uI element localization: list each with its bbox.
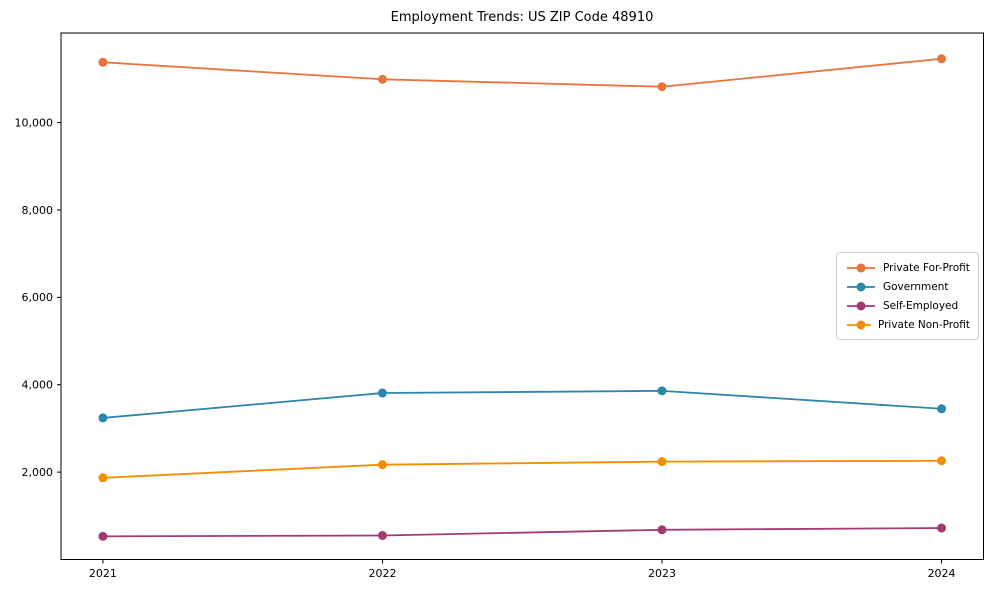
axes-frame [60,32,984,560]
series-line-private-for-profit [102,57,942,88]
legend-marker-icon [847,263,875,272]
x-tick-label: 2023 [648,567,676,580]
x-tick-label: 2022 [368,567,396,580]
data-point-private-non-profit-2024 [937,456,947,466]
y-tick-label: 6,000 [22,291,54,304]
data-point-private-non-profit-2022 [377,460,387,470]
data-point-government-2023 [657,386,667,396]
data-point-self-employed-2024 [937,523,947,533]
legend-item-private-for-profit: Private For-Profit [846,260,970,275]
chart-title: Employment Trends: US ZIP Code 48910 [390,10,654,25]
data-point-government-2022 [377,388,387,398]
legend-label: Self-Employed [883,299,959,312]
data-point-self-employed-2021 [98,531,108,541]
y-tick-label: 8,000 [22,204,54,217]
data-point-private-for-profit-2023 [657,82,667,92]
data-point-private-non-profit-2021 [98,473,108,483]
series-line-private-non-profit [102,459,942,479]
data-point-private-for-profit-2024 [937,54,947,64]
data-point-private-non-profit-2023 [657,457,667,467]
data-point-government-2024 [937,404,947,414]
legend-item-government: Government [846,279,970,294]
legend-label: Private For-Profit [883,261,970,274]
y-tick-label: 4,000 [22,379,54,392]
legend-marker-icon [847,320,871,329]
data-point-private-for-profit-2021 [98,57,108,67]
x-tick-label: 2024 [928,567,956,580]
y-tick-label: 10,000 [15,116,54,129]
legend: Private For-Profit Government Self-Employe… [836,252,979,340]
legend-label: Government [883,280,949,293]
data-point-private-for-profit-2022 [377,74,387,84]
legend-item-private-non-profit: Private Non-Profit [846,317,970,332]
legend-marker-icon [847,282,875,291]
data-point-self-employed-2023 [657,525,667,535]
data-point-self-employed-2022 [377,530,387,540]
data-point-government-2021 [98,413,108,423]
series-line-government [102,389,942,419]
y-tick-label: 2,000 [22,466,54,479]
legend-marker-icon [847,301,875,310]
legend-label: Private Non-Profit [877,318,970,331]
series-line-self-employed [102,527,942,538]
legend-item-self-employed: Self-Employed [846,298,970,313]
x-tick-label: 2021 [89,567,117,580]
